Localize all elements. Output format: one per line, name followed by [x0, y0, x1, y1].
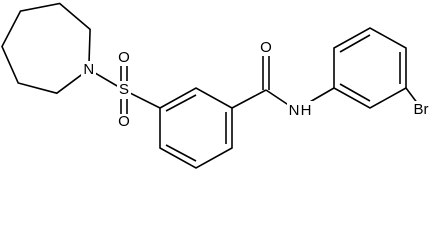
label-background — [259, 40, 273, 56]
label-background — [117, 50, 131, 66]
atom-label: H — [301, 102, 312, 119]
azepane-ring — [1, 2, 91, 95]
label-background — [287, 101, 313, 119]
benzene-ring — [333, 27, 407, 109]
atom-label: O — [118, 113, 130, 130]
bond — [231, 89, 267, 109]
atom-labels: N S O O O N H Br — [81, 39, 433, 130]
label-background — [81, 61, 96, 78]
bond — [339, 83, 371, 102]
label-background — [409, 101, 433, 118]
atom-label: Br — [414, 101, 429, 118]
label-background — [117, 81, 131, 99]
bond — [165, 144, 197, 162]
atom-label: N — [289, 102, 300, 119]
bonds — [1, 2, 419, 169]
bond — [165, 94, 197, 112]
benzene-ring — [159, 87, 233, 169]
bond — [339, 34, 371, 53]
atom-label: O — [260, 39, 272, 56]
atom-label: O — [118, 49, 130, 66]
label-background — [117, 114, 131, 130]
molecule-diagram: N S O O O N H Br — [1, 2, 433, 169]
atom-label: S — [119, 81, 129, 98]
atom-label: N — [83, 61, 94, 78]
